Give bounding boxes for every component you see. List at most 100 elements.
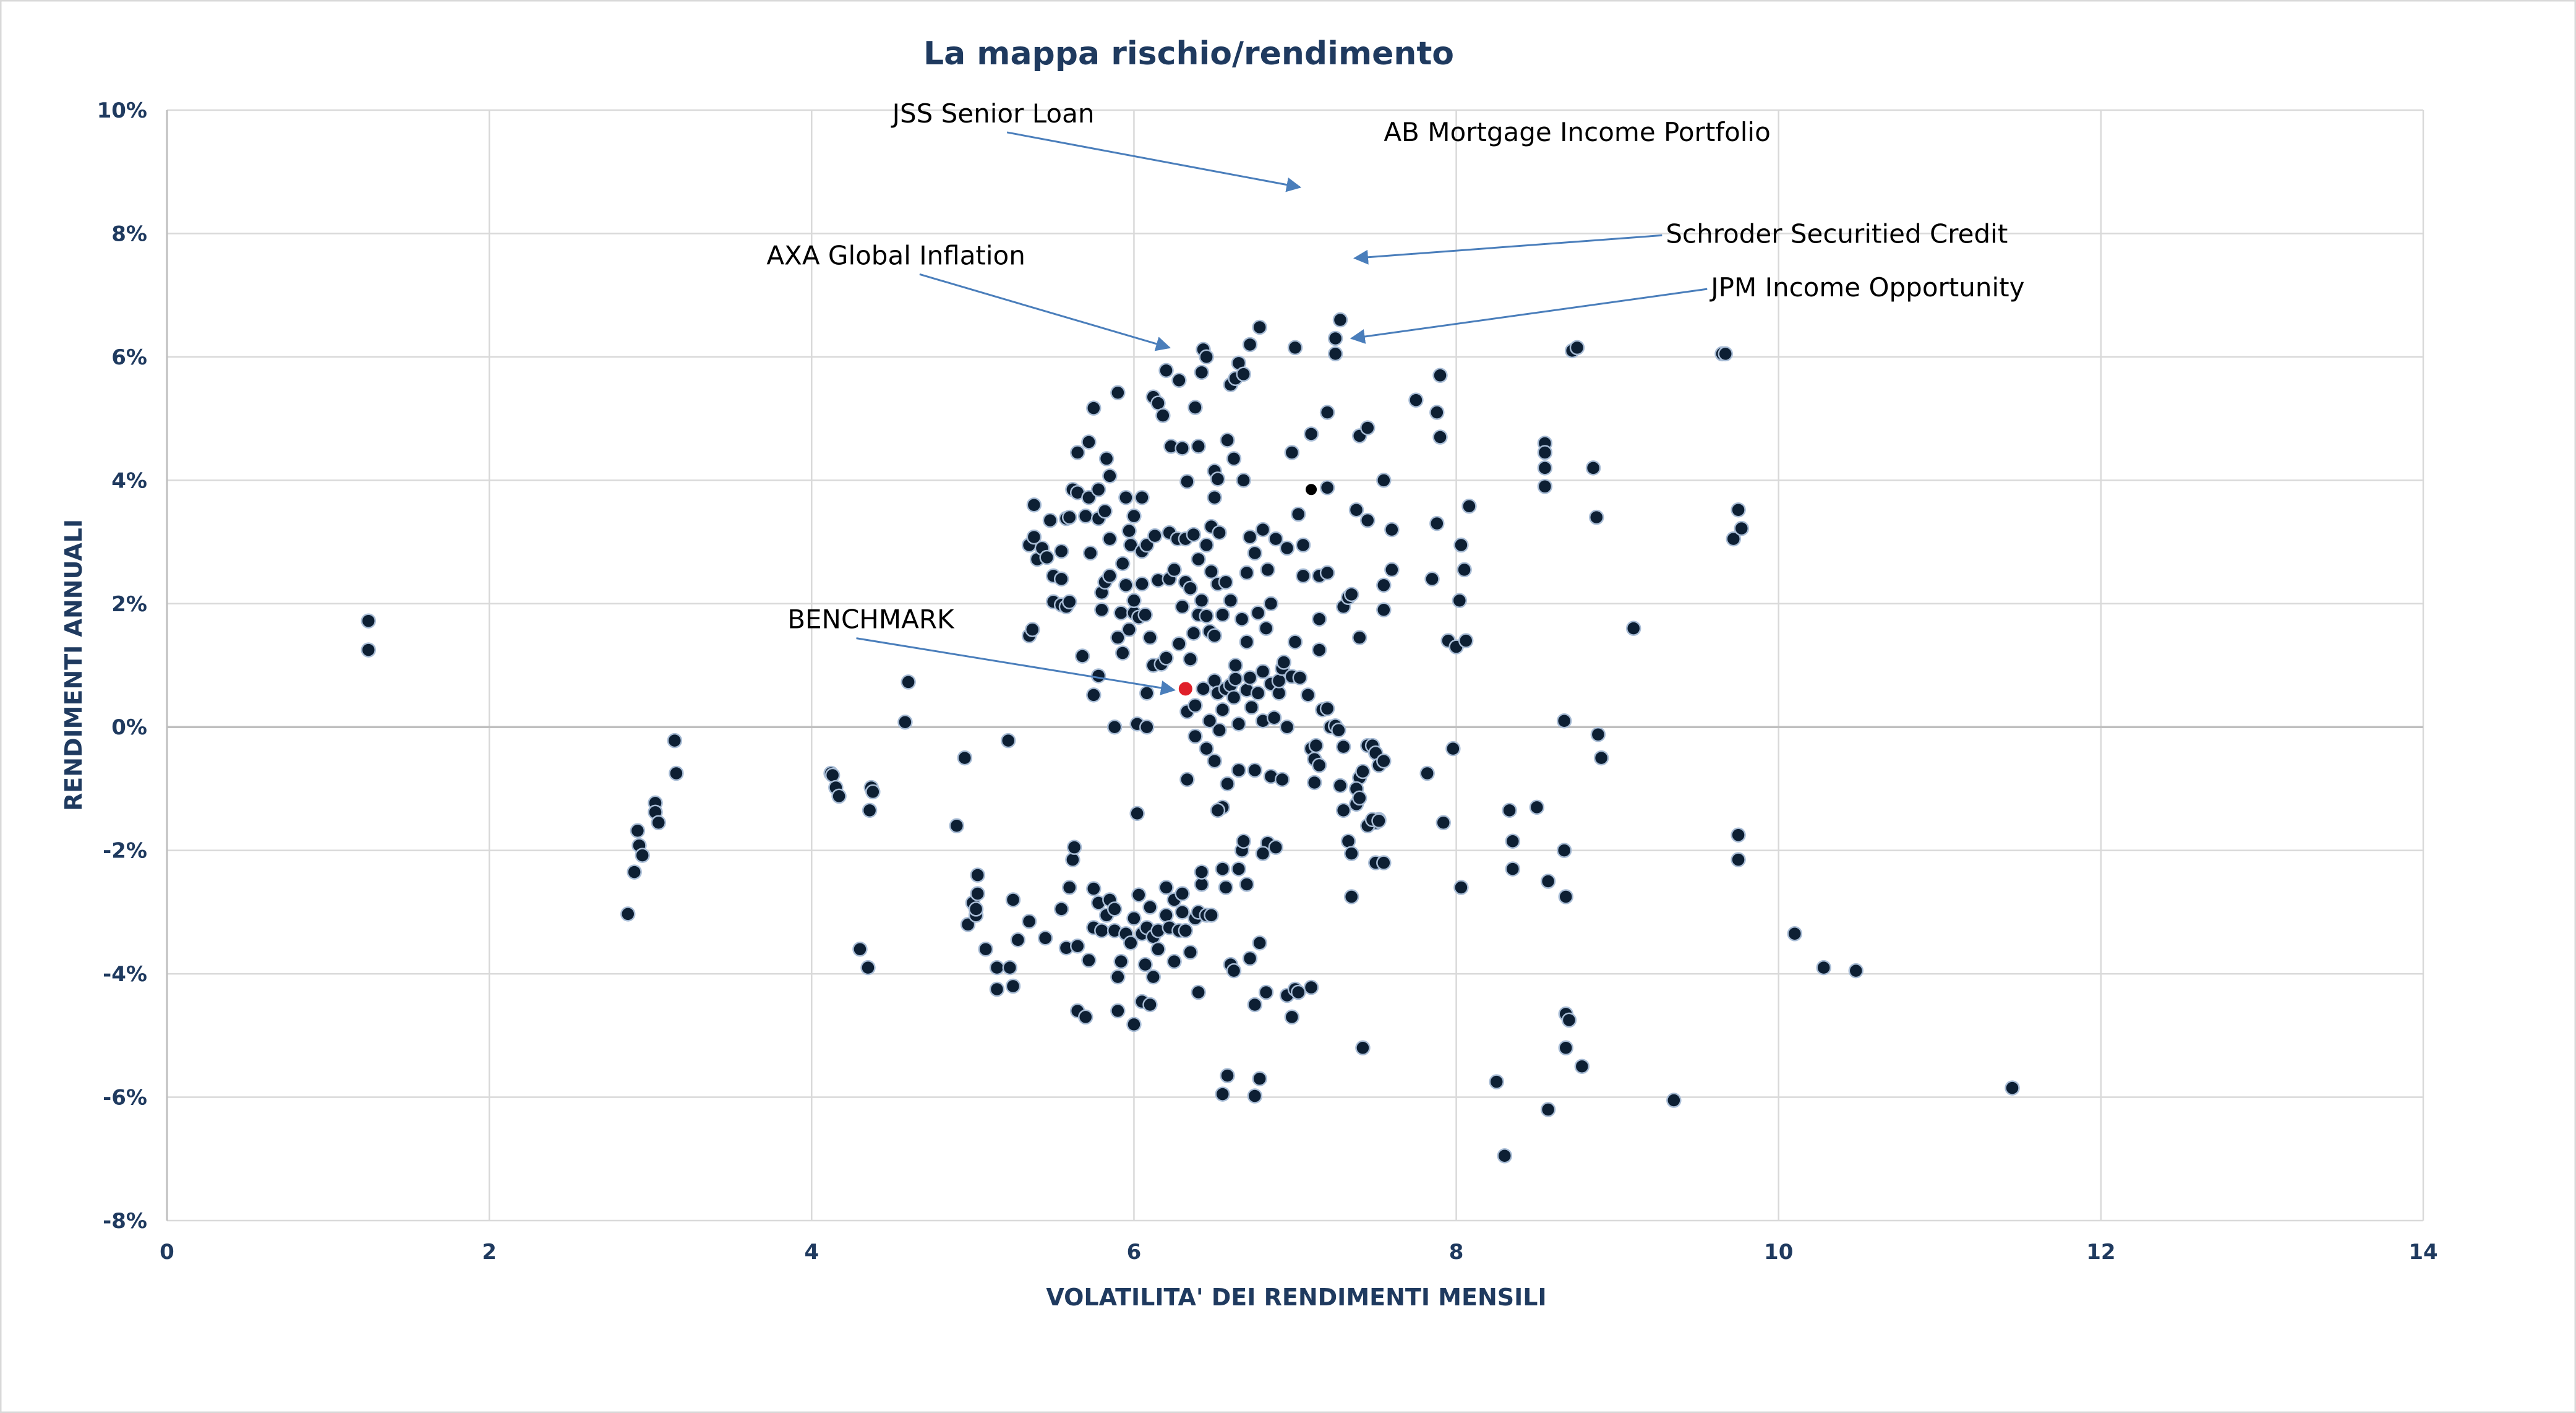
data-point: [1061, 594, 1077, 610]
data-point: [1436, 815, 1451, 831]
chart-title: La mappa rischio/rendimento: [923, 35, 1454, 72]
data-point: [1263, 596, 1279, 612]
data-point: [1247, 762, 1263, 778]
data-point: [1098, 451, 1115, 466]
data-point: [1234, 611, 1250, 627]
x-tick-label: 4: [804, 1240, 819, 1265]
data-point: [1252, 935, 1267, 951]
data-point: [1202, 713, 1218, 729]
data-point: [1166, 953, 1182, 969]
data-point: [1150, 941, 1166, 957]
data-point: [1106, 719, 1123, 735]
data-point: [957, 750, 973, 766]
data-point: [1569, 340, 1585, 356]
data-point: [1220, 776, 1235, 792]
data-point: [1090, 482, 1106, 497]
data-point: [1247, 545, 1263, 561]
data-point: [1355, 763, 1371, 780]
data-point: [1053, 543, 1069, 559]
data-point: [1066, 840, 1082, 855]
data-point: [1215, 861, 1230, 877]
data-point: [865, 784, 881, 800]
data-point: [1228, 658, 1243, 673]
data-point: [1274, 771, 1290, 788]
data-point: [1242, 337, 1258, 353]
data-point: [1183, 944, 1198, 960]
data-point: [1376, 753, 1392, 769]
data-point: [897, 714, 913, 730]
data-point: [1295, 568, 1311, 584]
data-point: [1340, 833, 1356, 849]
data-point: [1142, 997, 1158, 1013]
data-point: [1290, 506, 1306, 522]
data-point: [901, 674, 916, 690]
data-point: [1537, 445, 1553, 460]
data-point: [1307, 775, 1322, 791]
data-point: [1191, 551, 1206, 567]
data-point: [1118, 490, 1134, 505]
data-point: [1327, 346, 1343, 362]
data-point: [1207, 753, 1222, 769]
data-point: [1134, 576, 1150, 592]
annotation-arrow: [1006, 131, 1302, 192]
data-point: [1102, 468, 1118, 484]
data-point: [1126, 508, 1142, 524]
data-point: [1574, 1059, 1590, 1074]
data-point: [1212, 525, 1227, 541]
data-point: [1252, 319, 1267, 335]
data-point: [1065, 852, 1080, 867]
data-point: [1376, 602, 1392, 617]
data-point: [1226, 963, 1242, 979]
data-point: [1005, 892, 1021, 908]
data-point: [1244, 700, 1259, 715]
data-point: [1287, 340, 1303, 356]
data-point: [1226, 451, 1242, 466]
data-point: [1371, 813, 1387, 829]
data-point: [968, 901, 984, 917]
annotation-label: AB Mortgage Income Portfolio: [1384, 117, 1771, 147]
data-point: [1139, 685, 1155, 701]
data-point: [1247, 1088, 1263, 1104]
data-point: [1556, 843, 1572, 858]
data-point: [1384, 562, 1400, 578]
data-point: [1118, 577, 1134, 593]
data-point: [1158, 908, 1174, 923]
data-point: [1445, 741, 1461, 757]
data-point: [1199, 349, 1214, 365]
data-point: [1787, 926, 1803, 942]
data-point: [1037, 930, 1053, 946]
data-point: [1593, 750, 1609, 766]
data-point: [1585, 460, 1601, 476]
data-point: [1158, 650, 1174, 666]
y-tick-label: 0%: [111, 715, 147, 740]
y-tick-label: 6%: [111, 345, 147, 370]
data-point: [1319, 701, 1335, 716]
data-point: [1308, 737, 1324, 754]
data-point: [1311, 642, 1327, 658]
data-point: [1505, 861, 1521, 877]
data-point: [1215, 702, 1230, 718]
data-point: [1139, 719, 1155, 735]
data-point: [1199, 537, 1214, 553]
data-point: [635, 848, 650, 863]
x-tick-label: 10: [1764, 1240, 1793, 1265]
data-point: [1429, 405, 1445, 420]
y-tick-label: -2%: [103, 839, 147, 864]
data-point: [1228, 671, 1243, 687]
y-tick-label: 8%: [111, 221, 147, 246]
data-point: [1026, 529, 1042, 545]
data-point: [1258, 984, 1274, 1000]
data-point: [1179, 474, 1195, 489]
data-point: [1284, 445, 1300, 460]
data-point: [1376, 855, 1392, 870]
data-point: [1175, 904, 1190, 920]
data-point: [1042, 512, 1058, 528]
data-point: [1207, 628, 1222, 643]
data-point: [1731, 502, 1746, 518]
x-axis-title: VOLATILITA' DEI RENDIMENTI MENSILI: [1046, 1284, 1546, 1311]
data-point: [1026, 497, 1042, 513]
data-point: [1110, 969, 1126, 985]
data-point: [1247, 997, 1263, 1013]
data-point: [1199, 608, 1214, 624]
data-point: [1102, 568, 1118, 584]
